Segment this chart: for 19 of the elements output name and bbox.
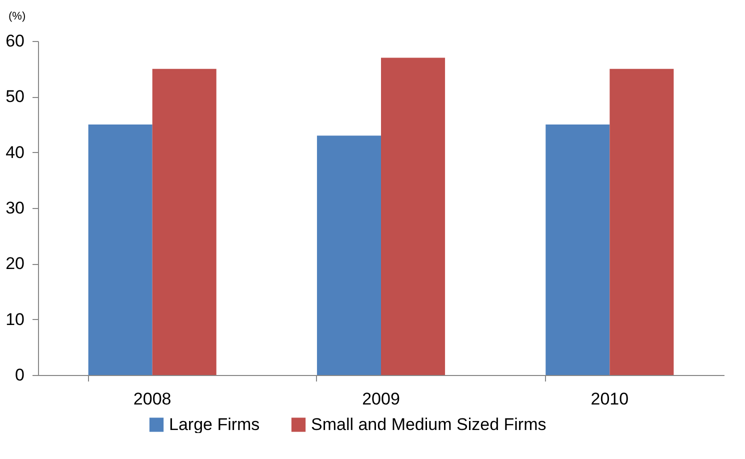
legend-label: Small and Medium Sized Firms xyxy=(311,414,546,434)
y-tick-label: 50 xyxy=(6,87,24,106)
bar xyxy=(316,136,381,375)
y-axis-title: (%) xyxy=(8,10,26,22)
bar xyxy=(610,68,674,375)
y-tick-label: 20 xyxy=(6,254,24,274)
x-tick-label: 2008 xyxy=(133,390,172,408)
bar xyxy=(152,68,216,375)
bar xyxy=(546,124,610,375)
bar xyxy=(381,58,446,375)
y-tick-label: 60 xyxy=(6,32,24,50)
legend-label: Large Firms xyxy=(169,414,260,434)
y-tick-label: 30 xyxy=(6,198,24,218)
bar xyxy=(88,124,152,375)
y-tick-label: 10 xyxy=(6,310,24,329)
x-tick-label: 2010 xyxy=(590,390,629,408)
y-tick-label: 0 xyxy=(15,366,24,384)
y-tick-label: 40 xyxy=(6,142,24,162)
x-tick-label: 2009 xyxy=(362,390,400,408)
